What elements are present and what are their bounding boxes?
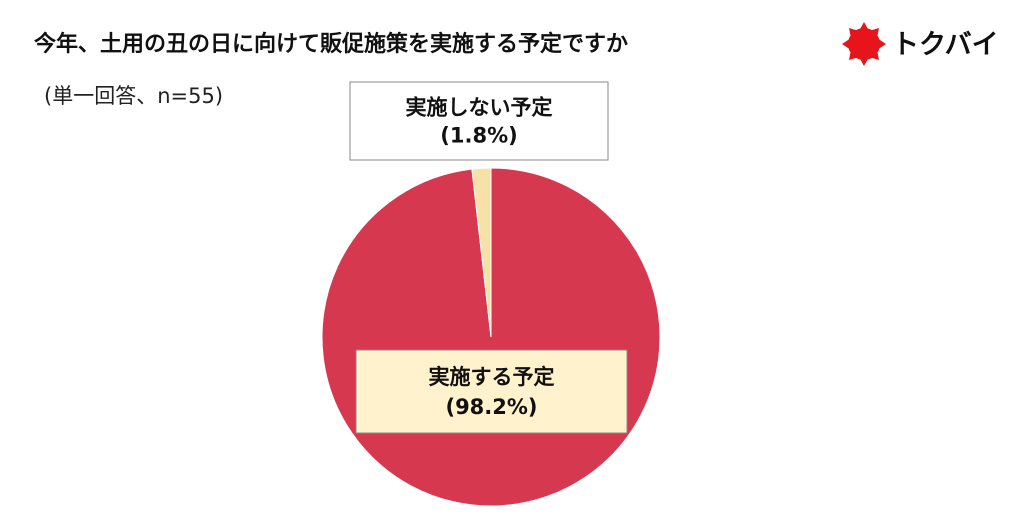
value-label: (1.8%)	[440, 124, 517, 148]
logo: トクバイ	[842, 22, 999, 66]
value-label: (98.2%)	[445, 395, 537, 419]
chart-title: 今年、土用の丑の日に向けて販促施策を実施する予定ですか	[34, 31, 628, 57]
chart-subtitle: (単一回答、n=55)	[44, 84, 223, 108]
label-box	[355, 349, 628, 434]
category-label: 実施しない予定	[406, 96, 553, 120]
label-box	[349, 81, 609, 161]
logo-circle	[848, 28, 880, 60]
logo-text: トクバイ	[892, 30, 999, 61]
category-label: 実施する予定	[429, 365, 555, 389]
pie-slice	[471, 167, 492, 338]
